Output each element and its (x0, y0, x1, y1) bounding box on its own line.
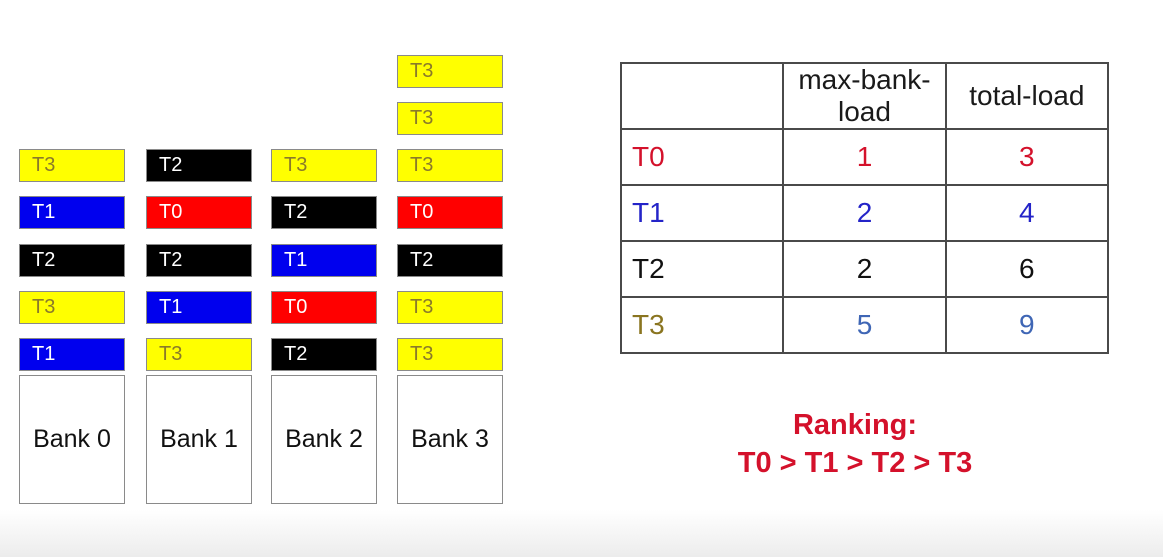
table-header-total-load: total-load (944, 62, 1110, 130)
ranking-order: T0 > T1 > T2 > T3 (737, 447, 973, 479)
bank-label: Bank 2 (285, 425, 363, 453)
table-row: T0 1 3 (619, 128, 1110, 186)
table-row: T2 2 6 (619, 240, 1110, 298)
request-block-t3: T3 (397, 338, 503, 371)
max-bank-load-value: 1 (782, 128, 947, 186)
request-block-t2: T2 (397, 243, 503, 277)
request-block-t2: T2 (146, 149, 252, 183)
request-block-t1: T1 (146, 290, 252, 324)
table-header-max-bank-load: max-bank-load (782, 62, 947, 130)
thread-name: T2 (619, 240, 785, 298)
request-block-t1: T1 (19, 196, 125, 230)
bank-box: Bank 3 (397, 375, 503, 504)
total-load-value: 4 (944, 184, 1110, 242)
request-block-t2: T2 (271, 338, 377, 371)
max-bank-load-value: 5 (782, 296, 947, 354)
request-block-t2: T2 (146, 243, 252, 277)
request-block-t1: T1 (19, 338, 125, 371)
request-block-t2: T2 (19, 243, 125, 277)
request-block-t3: T3 (19, 290, 125, 324)
request-block-t3: T3 (397, 290, 503, 324)
table-header-row: max-bank-load total-load (619, 62, 1110, 130)
thread-name: T3 (619, 296, 785, 354)
request-block-t3: T3 (19, 149, 125, 183)
bank-box: Bank 1 (146, 375, 252, 504)
ranking-box: Ranking: T0 > T1 > T2 > T3 (700, 406, 1010, 482)
thread-name: T0 (619, 128, 785, 186)
bank-label: Bank 0 (33, 425, 111, 453)
bank-label: Bank 1 (160, 425, 238, 453)
table-header-empty (619, 62, 785, 130)
request-block-t3: T3 (146, 338, 252, 371)
request-block-t1: T1 (271, 243, 377, 277)
thread-name: T1 (619, 184, 785, 242)
thread-load-table: max-bank-load total-load T0 1 3 T1 2 4 T… (619, 62, 1110, 354)
table-row: T3 5 9 (619, 296, 1110, 354)
request-block-t3: T3 (397, 149, 503, 183)
request-block-t3: T3 (271, 149, 377, 183)
total-load-value: 3 (944, 128, 1110, 186)
request-block-t0: T0 (397, 196, 503, 230)
total-load-value: 6 (944, 240, 1110, 298)
bottom-bar (0, 510, 1163, 557)
ranking-title: Ranking: (792, 409, 918, 441)
request-block-t3: T3 (397, 102, 503, 135)
total-load-value: 9 (944, 296, 1110, 354)
table-row: T1 2 4 (619, 184, 1110, 242)
bank-label: Bank 3 (411, 425, 489, 453)
request-block-t3: T3 (397, 54, 503, 88)
max-bank-load-value: 2 (782, 240, 947, 298)
request-block-t2: T2 (271, 196, 377, 230)
max-bank-load-value: 2 (782, 184, 947, 242)
request-block-t0: T0 (271, 290, 377, 324)
bank-box: Bank 2 (271, 375, 377, 504)
request-block-t0: T0 (146, 196, 252, 230)
bank-box: Bank 0 (19, 375, 125, 504)
